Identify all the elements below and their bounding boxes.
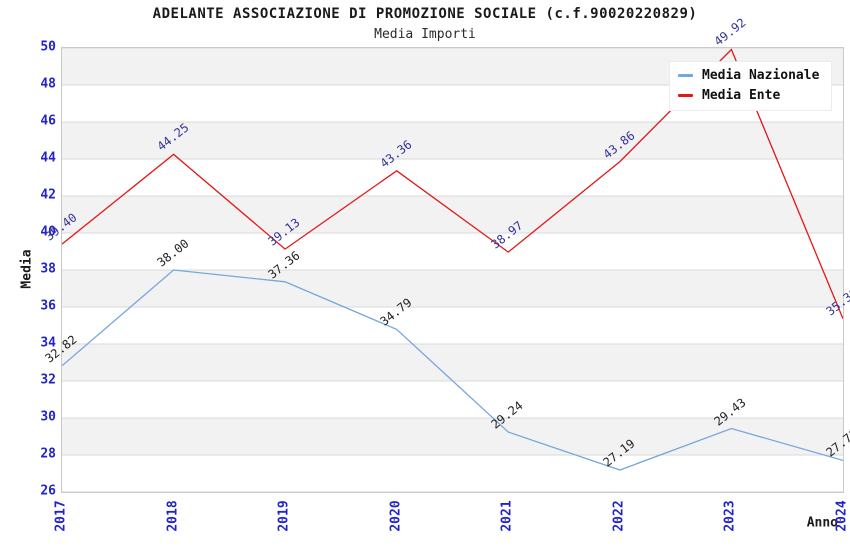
- y-tick-label: 50: [40, 39, 56, 55]
- plot-svg: [62, 48, 843, 492]
- grid-band: [62, 270, 843, 307]
- y-tick-label: 46: [40, 113, 56, 129]
- plot-area: [61, 47, 844, 493]
- y-tick-label: 26: [40, 483, 56, 499]
- y-tick-label: 30: [40, 409, 56, 425]
- media-ente-line-swatch-icon: [678, 94, 693, 97]
- y-tick-label: 48: [40, 76, 56, 92]
- legend-label: Media Ente: [702, 88, 781, 103]
- grid-band: [62, 418, 843, 455]
- series-line-media-nazionale: [62, 269, 843, 471]
- grid-band: [62, 196, 843, 233]
- legend-item-media-ente: Media Ente: [678, 88, 819, 103]
- x-axis-title: Anno: [806, 515, 838, 531]
- y-tick-label: 40: [40, 224, 56, 240]
- y-tick-label: 44: [40, 150, 56, 166]
- x-tick-label: 2022: [611, 500, 627, 532]
- x-tick-label: 2017: [53, 500, 69, 532]
- x-tick-label: 2019: [276, 500, 292, 532]
- media-nazionale-line-swatch-icon: [678, 74, 693, 77]
- y-tick-label: 32: [40, 372, 56, 388]
- x-tick-label: 2024: [834, 500, 850, 532]
- legend-label: Media Nazionale: [702, 68, 820, 83]
- legend: Media Nazionale Media Ente: [669, 61, 833, 111]
- y-tick-label: 42: [40, 187, 56, 203]
- chart-subtitle: Media Importi: [374, 27, 476, 42]
- chart-title: ADELANTE ASSOCIAZIONE DI PROMOZIONE SOCI…: [152, 6, 698, 22]
- x-tick-label: 2023: [722, 500, 738, 532]
- y-tick-label: 36: [40, 298, 56, 314]
- y-tick-label: 34: [40, 335, 56, 351]
- grid-band: [62, 122, 843, 159]
- x-tick-label: 2020: [388, 500, 404, 532]
- y-tick-label: 28: [40, 446, 56, 462]
- grid-band: [62, 344, 843, 381]
- x-tick-label: 2021: [499, 500, 515, 532]
- legend-item-media-nazionale: Media Nazionale: [678, 68, 819, 83]
- y-tick-label: 38: [40, 261, 56, 277]
- x-tick-label: 2018: [165, 500, 181, 532]
